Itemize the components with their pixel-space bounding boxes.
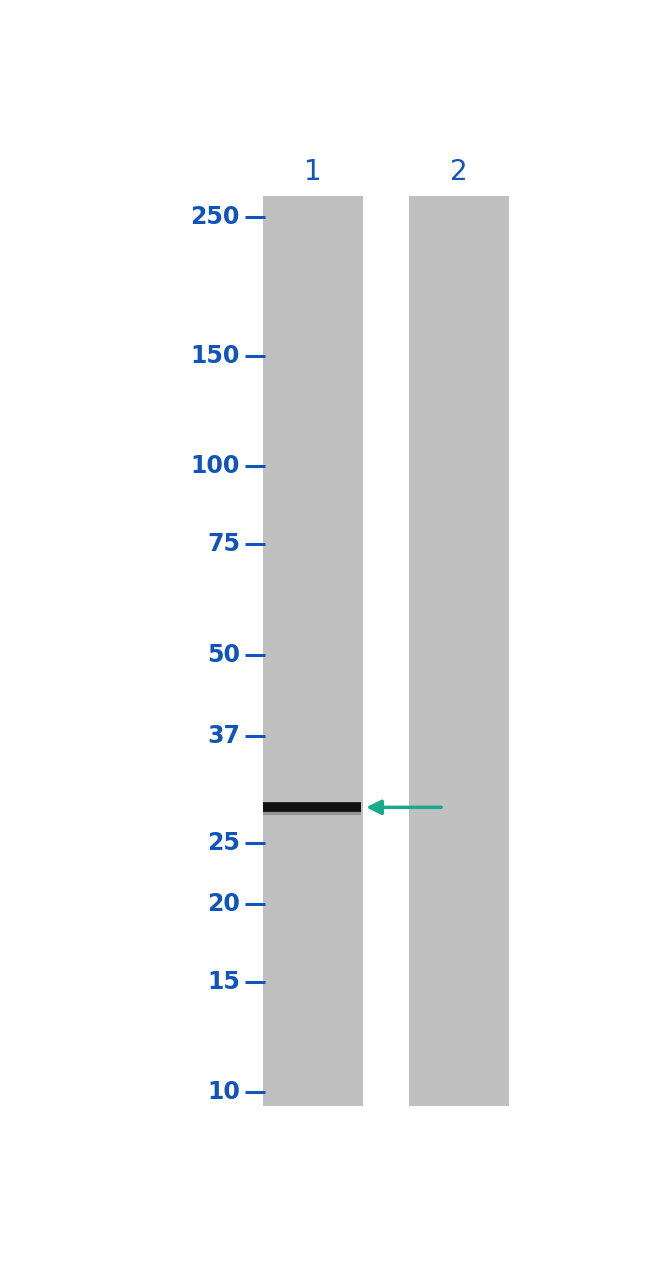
Text: 25: 25 [207,831,240,855]
Bar [263,197,363,1106]
Bar [409,197,510,1106]
Text: 50: 50 [207,643,240,667]
Text: 15: 15 [207,970,240,993]
Text: 2: 2 [450,157,468,185]
Text: 75: 75 [207,532,240,556]
Text: 250: 250 [190,206,240,230]
Text: 37: 37 [207,724,240,748]
Text: 10: 10 [207,1080,240,1104]
Text: 1: 1 [304,157,322,185]
Text: 150: 150 [190,344,240,368]
Text: 20: 20 [207,892,240,916]
Text: 100: 100 [190,455,240,479]
